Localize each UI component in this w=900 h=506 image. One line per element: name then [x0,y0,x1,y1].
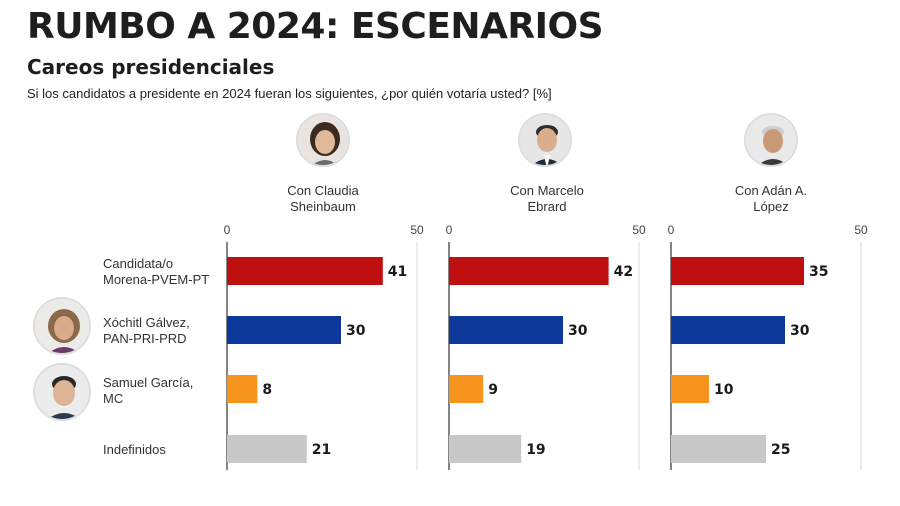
garcia-portrait [33,363,91,421]
bar-panel-2-row-4 [449,435,522,463]
survey-question: Si los candidatos a presidente en 2024 f… [27,86,552,101]
value-label-panel-1-row-3: 8 [262,382,272,398]
value-label-panel-2-row-2: 30 [568,323,588,339]
tick-label-panel-1: 50 [410,223,424,237]
bar-panel-3-row-2 [671,316,785,344]
value-label-panel-3-row-4: 25 [771,442,790,458]
bar-panel-1-row-4 [227,435,307,463]
value-label-panel-1-row-2: 30 [346,323,366,339]
sheinbaum-portrait [296,113,350,167]
bar-panel-1-row-2 [227,316,341,344]
value-label-panel-3-row-3: 10 [714,382,734,398]
bar-panel-1-row-3 [227,375,258,403]
bar-panel-3-row-1 [671,257,804,285]
ebrard-portrait [518,113,572,167]
page-subtitle: Careos presidenciales [27,55,275,79]
value-label-panel-1-row-4: 21 [312,442,331,458]
lopez-portrait [744,113,798,167]
bar-panel-3-row-4 [671,435,766,463]
tick-label-panel-1: 0 [224,223,231,237]
bar-panel-2-row-1 [449,257,609,285]
tick-label-panel-2: 0 [446,223,453,237]
tick-label-panel-3: 0 [668,223,675,237]
value-label-panel-3-row-1: 35 [809,264,828,280]
bar-panel-3-row-3 [671,375,709,403]
value-label-panel-2-row-4: 19 [526,442,545,458]
panel-title-ebrard: Con Marcelo Ebrard [510,183,584,214]
row-label-galvez: Xóchitl Gálvez, PAN-PRI-PRD [103,315,190,346]
value-label-panel-2-row-1: 42 [614,264,633,280]
row-label-indefinidos: Indefinidos [103,442,166,457]
bar-panel-2-row-3 [449,375,484,403]
bar-panel-1-row-1 [227,257,383,285]
bar-panel-2-row-2 [449,316,563,344]
galvez-portrait [33,297,91,355]
tick-label-panel-3: 50 [854,223,868,237]
panel-title-sheinbaum: Con Claudia Sheinbaum [287,183,359,214]
panel-title-lopez: Con Adán A. López [734,183,808,214]
value-label-panel-2-row-3: 9 [488,382,498,398]
value-label-panel-3-row-2: 30 [790,323,810,339]
row-label-garcia: Samuel García, MC [103,375,194,406]
tick-label-panel-2: 50 [632,223,646,237]
row-label-morena: Candidata/o Morena-PVEM-PT [103,256,210,287]
value-label-panel-1-row-1: 41 [388,264,407,280]
page-title: RUMBO A 2024: ESCENARIOS [27,6,604,47]
